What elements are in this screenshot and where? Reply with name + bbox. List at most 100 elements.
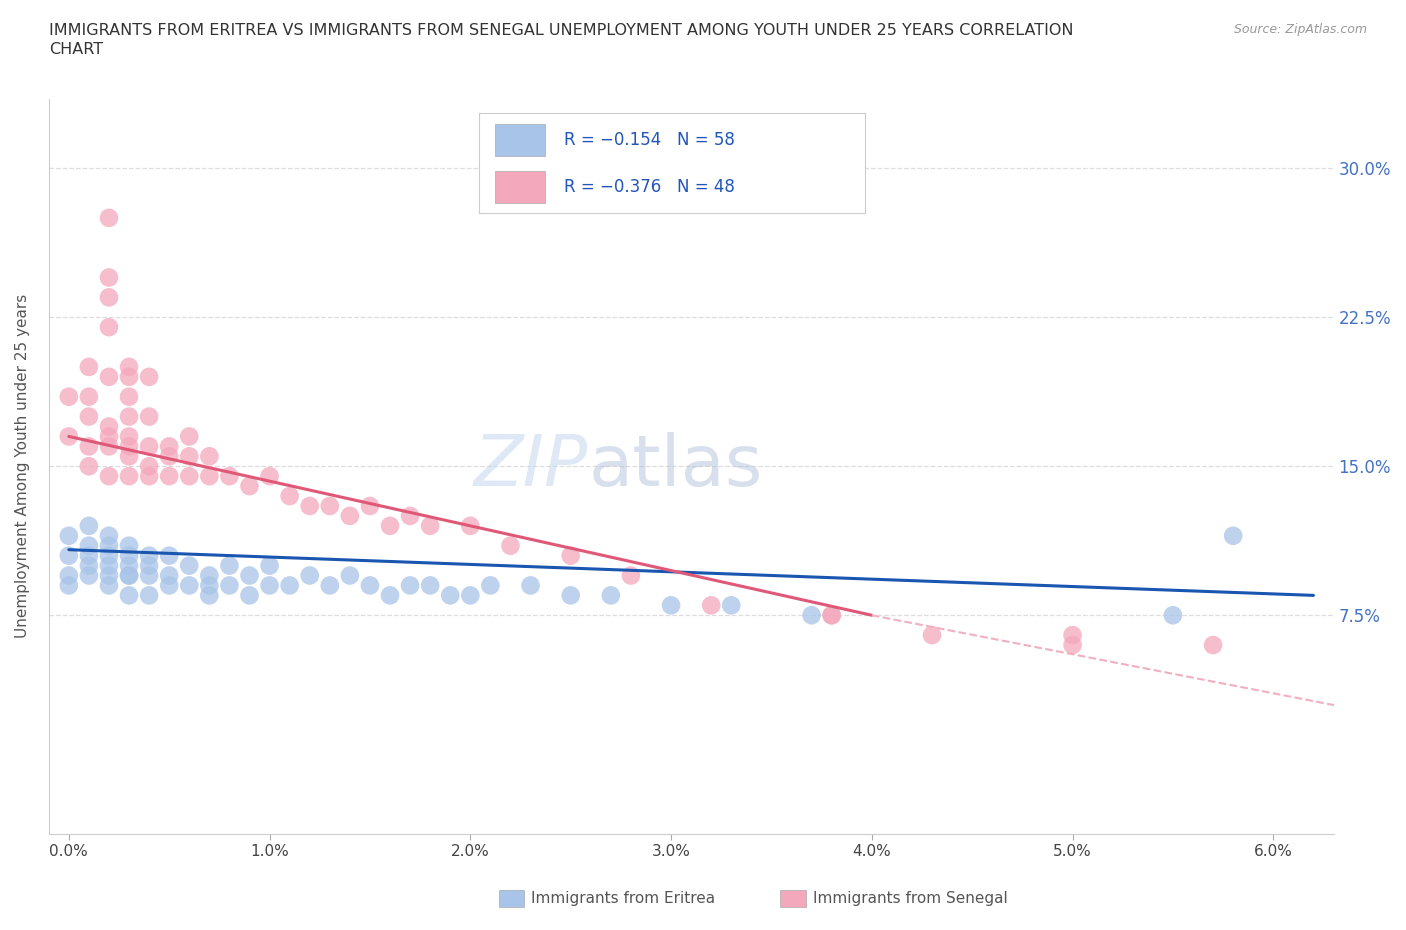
Point bbox=[98, 558, 121, 573]
Point bbox=[378, 588, 401, 603]
Point bbox=[519, 578, 541, 593]
Point bbox=[378, 518, 401, 533]
Point bbox=[58, 578, 80, 593]
Text: IMMIGRANTS FROM ERITREA VS IMMIGRANTS FROM SENEGAL UNEMPLOYMENT AMONG YOUTH UNDE: IMMIGRANTS FROM ERITREA VS IMMIGRANTS FR… bbox=[49, 23, 1074, 38]
Point bbox=[620, 568, 643, 583]
Point bbox=[77, 538, 100, 553]
Point bbox=[339, 509, 361, 524]
Point bbox=[460, 588, 482, 603]
Point bbox=[77, 458, 100, 473]
Point bbox=[138, 439, 160, 454]
Point bbox=[58, 390, 80, 405]
Point bbox=[399, 578, 422, 593]
Point bbox=[259, 558, 281, 573]
Point bbox=[77, 548, 100, 563]
Point bbox=[157, 449, 180, 464]
Point bbox=[439, 588, 461, 603]
Point bbox=[238, 568, 260, 583]
Point bbox=[821, 608, 844, 623]
Point bbox=[58, 568, 80, 583]
Point bbox=[218, 578, 240, 593]
Point bbox=[77, 409, 100, 424]
Point bbox=[118, 369, 141, 384]
Point bbox=[98, 439, 121, 454]
Point bbox=[298, 498, 321, 513]
Point bbox=[179, 578, 201, 593]
Point bbox=[77, 568, 100, 583]
Point bbox=[98, 568, 121, 583]
Point bbox=[77, 558, 100, 573]
Point bbox=[58, 429, 80, 444]
Point bbox=[58, 528, 80, 543]
Point bbox=[179, 429, 201, 444]
Point bbox=[98, 548, 121, 563]
Point bbox=[77, 439, 100, 454]
Point bbox=[198, 568, 221, 583]
Point bbox=[319, 498, 342, 513]
Point bbox=[399, 509, 422, 524]
Point bbox=[118, 360, 141, 375]
Point bbox=[339, 568, 361, 583]
Point bbox=[157, 439, 180, 454]
Point bbox=[138, 548, 160, 563]
Text: CHART: CHART bbox=[49, 42, 103, 57]
Point bbox=[359, 498, 381, 513]
Point bbox=[460, 518, 482, 533]
Point bbox=[700, 598, 723, 613]
Point bbox=[1222, 528, 1244, 543]
Point bbox=[118, 439, 141, 454]
Point bbox=[278, 578, 301, 593]
Y-axis label: Unemployment Among Youth under 25 years: Unemployment Among Youth under 25 years bbox=[15, 294, 30, 638]
Point bbox=[118, 390, 141, 405]
Point bbox=[1161, 608, 1184, 623]
Point bbox=[98, 320, 121, 335]
Point bbox=[419, 578, 441, 593]
Point bbox=[118, 409, 141, 424]
Point bbox=[218, 469, 240, 484]
Point bbox=[77, 360, 100, 375]
Point bbox=[138, 588, 160, 603]
Point bbox=[98, 210, 121, 225]
Point bbox=[157, 568, 180, 583]
Point bbox=[921, 628, 943, 643]
Point bbox=[157, 548, 180, 563]
Text: Source: ZipAtlas.com: Source: ZipAtlas.com bbox=[1233, 23, 1367, 36]
Point bbox=[560, 548, 582, 563]
Point bbox=[560, 588, 582, 603]
Point bbox=[98, 270, 121, 285]
Text: Immigrants from Senegal: Immigrants from Senegal bbox=[813, 891, 1008, 906]
Point bbox=[259, 469, 281, 484]
Point bbox=[77, 390, 100, 405]
Point bbox=[319, 578, 342, 593]
Point bbox=[359, 578, 381, 593]
Point bbox=[98, 429, 121, 444]
Point bbox=[238, 479, 260, 494]
Point bbox=[58, 548, 80, 563]
Point bbox=[599, 588, 621, 603]
Point bbox=[659, 598, 682, 613]
Point bbox=[157, 469, 180, 484]
Point bbox=[298, 568, 321, 583]
Point bbox=[800, 608, 823, 623]
Point bbox=[118, 588, 141, 603]
Point bbox=[118, 429, 141, 444]
Point bbox=[479, 578, 502, 593]
Text: ZIP: ZIP bbox=[474, 432, 588, 500]
Text: atlas: atlas bbox=[588, 432, 762, 500]
Point bbox=[138, 469, 160, 484]
Text: Immigrants from Eritrea: Immigrants from Eritrea bbox=[531, 891, 716, 906]
Point bbox=[179, 469, 201, 484]
Point bbox=[179, 558, 201, 573]
Point bbox=[138, 369, 160, 384]
Point bbox=[821, 608, 844, 623]
Point bbox=[118, 469, 141, 484]
Point bbox=[98, 290, 121, 305]
Point bbox=[138, 409, 160, 424]
Point bbox=[198, 449, 221, 464]
Point bbox=[118, 568, 141, 583]
Point bbox=[77, 518, 100, 533]
Point bbox=[98, 419, 121, 434]
Point bbox=[118, 449, 141, 464]
Point bbox=[118, 568, 141, 583]
Point bbox=[198, 588, 221, 603]
